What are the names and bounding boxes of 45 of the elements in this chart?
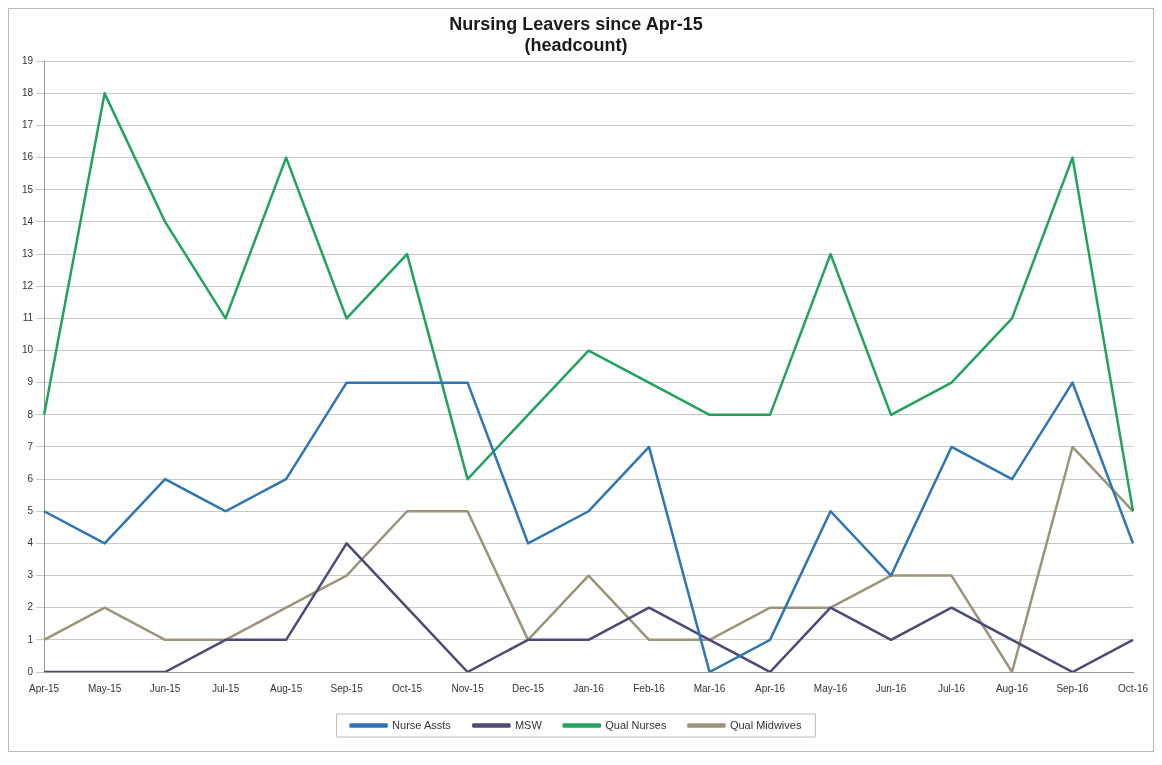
x-tick-label: Jun-15 [149,682,181,694]
y-tick-label: 0 [27,665,34,677]
x-tick-label: Jan-16 [573,682,605,694]
y-tick-label: 2 [27,601,34,613]
y-tick-label: 9 [27,376,34,388]
y-tick-label: 13 [22,247,34,259]
x-tick-label: Aug-16 [995,682,1029,694]
y-tick-label: 6 [27,472,34,484]
y-tick-label: 4 [27,537,34,549]
x-tick-label: Dec-15 [511,682,545,694]
y-tick-label: 16 [22,151,34,163]
x-tick-label: Oct-16 [1117,682,1149,694]
x-tick-label: Nov-15 [451,682,485,694]
y-tick-label: 11 [22,312,34,324]
x-tick-label: Apr-15 [29,682,60,694]
text: Nursing Leavers since Apr-15 [449,13,703,34]
x-tick-label: May-16 [813,682,848,694]
legend-label: Qual Midwives [729,718,802,731]
y-tick-label: 14 [22,215,34,227]
x-tick-label: Feb-16 [633,682,666,694]
x-tick-label: Oct-15 [392,682,423,694]
x-tick-label: Sep-16 [1056,682,1090,694]
text: (headcount) [524,35,628,56]
y-tick-label: 12 [22,279,34,291]
y-tick-label: 15 [22,183,34,195]
legend-label: MSW [514,718,543,731]
x-tick-label: Aug-15 [269,682,303,694]
x-tick-label: Apr-16 [755,682,786,694]
x-tick-label: Jul-16 [937,682,966,694]
x-tick-label: Jul-15 [211,682,240,694]
x-tick-label: Jun-16 [875,682,907,694]
legend-label: Qual Nurses [605,718,667,731]
y-tick-label: 10 [22,344,34,356]
y-tick-label: 19 [22,54,34,66]
x-tick-label: May-15 [87,682,122,694]
legend-label: Nurse Assts [392,718,452,731]
x-tick-label: Sep-15 [330,682,364,694]
y-tick-label: 1 [27,633,34,645]
y-tick-label: 7 [27,440,34,452]
y-tick-label: 3 [27,569,34,581]
y-tick-label: 17 [22,119,34,131]
y-tick-label: 8 [27,408,34,420]
y-tick-label: 18 [22,87,34,99]
x-tick-label: Mar-16 [693,682,726,694]
y-tick-label: 5 [27,505,34,517]
